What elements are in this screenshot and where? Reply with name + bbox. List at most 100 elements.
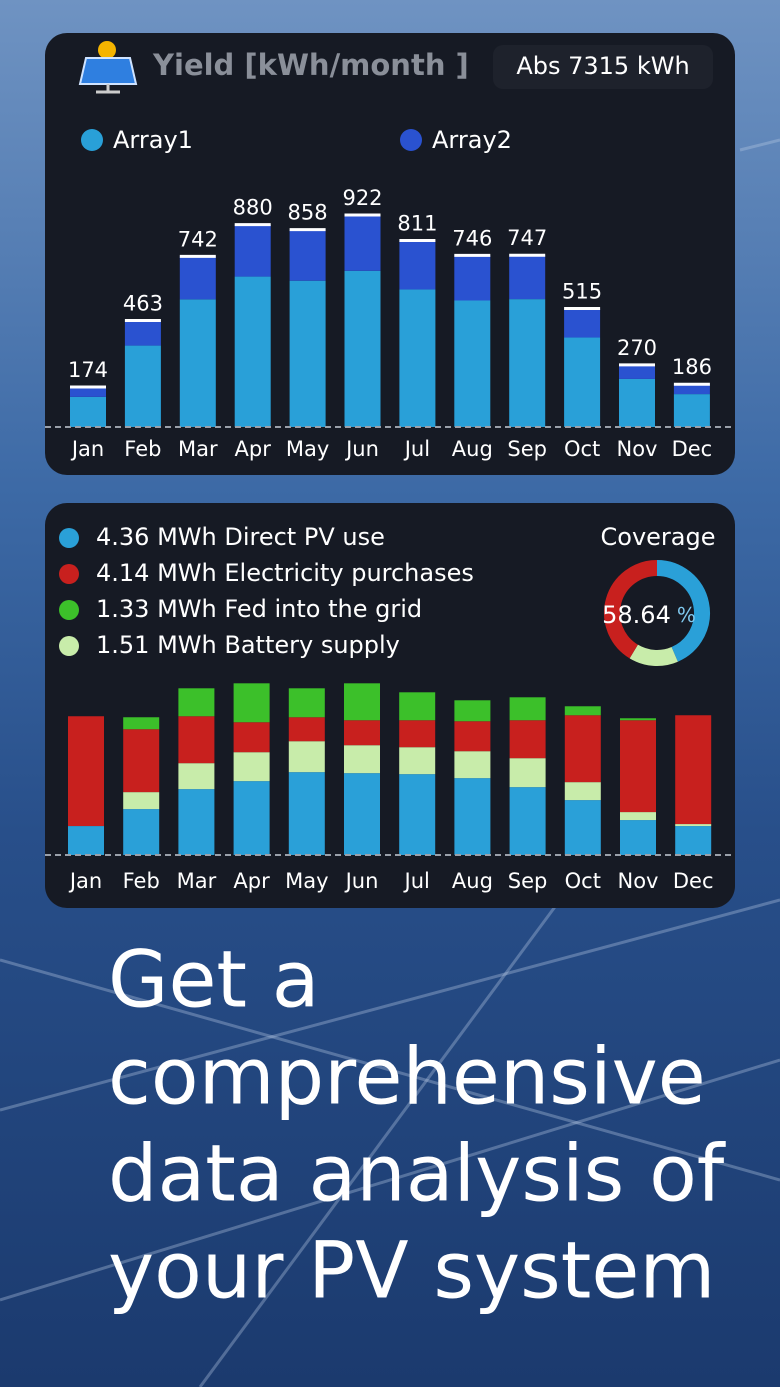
legend-label: 4.36 MWh Direct PV use (96, 523, 385, 551)
data-label: 742 (178, 227, 218, 251)
x-tick-label: Dec (673, 869, 714, 893)
bar-segment (233, 781, 270, 855)
x-tick-label: Oct (564, 437, 600, 461)
panel-line (0, 898, 780, 1112)
card (45, 33, 735, 475)
panel-line (0, 1058, 780, 1302)
legend-total: 1.33 MWh (96, 595, 217, 623)
x-tick-label: Jun (344, 437, 379, 461)
legend-label: Array2 (432, 126, 512, 154)
bar-segment (123, 792, 160, 810)
bar-segment (399, 289, 436, 427)
legend-marker (59, 636, 79, 656)
x-tick-label: Aug (452, 869, 493, 893)
data-label: 463 (123, 292, 163, 316)
legend-total: 4.36 MWh (96, 523, 217, 551)
bar-segment (123, 729, 160, 793)
bar-segment (619, 378, 655, 427)
data-label: 186 (672, 355, 712, 379)
bar-segment (399, 747, 436, 775)
bar-segment (564, 706, 601, 716)
bar-segment (344, 270, 381, 427)
x-tick-label: Nov (618, 869, 659, 893)
x-tick-label: Feb (124, 437, 161, 461)
bar-segment (289, 229, 326, 281)
bar-segment (344, 683, 380, 721)
bar-segment (178, 716, 215, 764)
chart-title: Yield [kWh/month ] (152, 48, 469, 82)
donut-segment (604, 560, 658, 659)
bar-segment (454, 300, 491, 427)
bar-segment (675, 826, 712, 855)
headline-line: Get a (108, 935, 320, 1025)
bar-segment (344, 745, 380, 774)
bar-segment (233, 683, 270, 723)
bar-segment (620, 720, 656, 813)
bar-segment (233, 752, 270, 782)
bar-segment (509, 255, 546, 300)
bar-segment (344, 773, 380, 855)
legend-name: Electricity purchases (224, 559, 474, 587)
background-panel-lines (0, 138, 780, 1387)
bar-segment (673, 384, 710, 395)
donut-segment (656, 560, 710, 662)
coverage-label: Coverage (601, 523, 716, 551)
bar-segment (123, 717, 160, 730)
panel-line (739, 138, 780, 152)
x-tick-label: Jan (70, 437, 104, 461)
x-tick-label: Apr (235, 437, 272, 461)
bar-segment (288, 772, 325, 855)
data-label: 880 (233, 196, 273, 220)
x-tick-label: Jun (344, 869, 379, 893)
bar-segment (178, 688, 215, 717)
bar-segment (179, 256, 216, 300)
bar-segment (234, 224, 271, 277)
legend-total: 4.14 MWh (96, 559, 217, 587)
card (45, 503, 735, 908)
x-tick-label: Feb (123, 869, 160, 893)
legend-label: 1.51 MWh Battery supply (96, 631, 400, 659)
bar-segment (564, 800, 601, 855)
data-label: 174 (68, 358, 108, 382)
x-tick-label: Mar (177, 869, 217, 893)
bar-segment (288, 741, 325, 773)
bar-segment (289, 280, 326, 427)
bar-segment (68, 716, 104, 827)
data-label: 747 (507, 226, 547, 250)
legend-label: 4.14 MWh Electricity purchases (96, 559, 474, 587)
bar-segment (454, 721, 491, 752)
bar-segment (234, 276, 271, 427)
bar-segment (178, 789, 215, 855)
legend-marker (59, 600, 79, 620)
data-label: 746 (452, 226, 492, 250)
legend-name: Direct PV use (224, 523, 385, 551)
coverage-number: 58.64 (602, 601, 671, 629)
headline-line: comprehensive (108, 1032, 706, 1122)
bar-segment (399, 720, 436, 748)
x-tick-label: May (286, 437, 329, 461)
x-tick-label: Jan (68, 869, 102, 893)
bar-segment (178, 763, 215, 790)
headline-line: data analysis of (108, 1129, 726, 1219)
bar-segment (620, 718, 656, 721)
legend-marker (59, 564, 79, 584)
bar-segment (454, 700, 491, 722)
legend-label: Array1 (113, 126, 193, 154)
bar-segment (124, 345, 161, 427)
bar-segment (68, 826, 104, 855)
x-tick-label: Jul (403, 437, 430, 461)
bar-segment (564, 715, 601, 783)
data-label: 922 (342, 186, 382, 210)
bar-segment (399, 774, 436, 855)
x-tick-label: Jul (403, 869, 430, 893)
bar-segment (454, 751, 491, 779)
coverage-value: 58.64% (602, 601, 696, 629)
bar-segment (179, 299, 216, 427)
bar-segment (399, 692, 436, 721)
legend-marker (59, 528, 79, 548)
x-tick-label: May (285, 869, 328, 893)
x-tick-label: Sep (508, 869, 548, 893)
